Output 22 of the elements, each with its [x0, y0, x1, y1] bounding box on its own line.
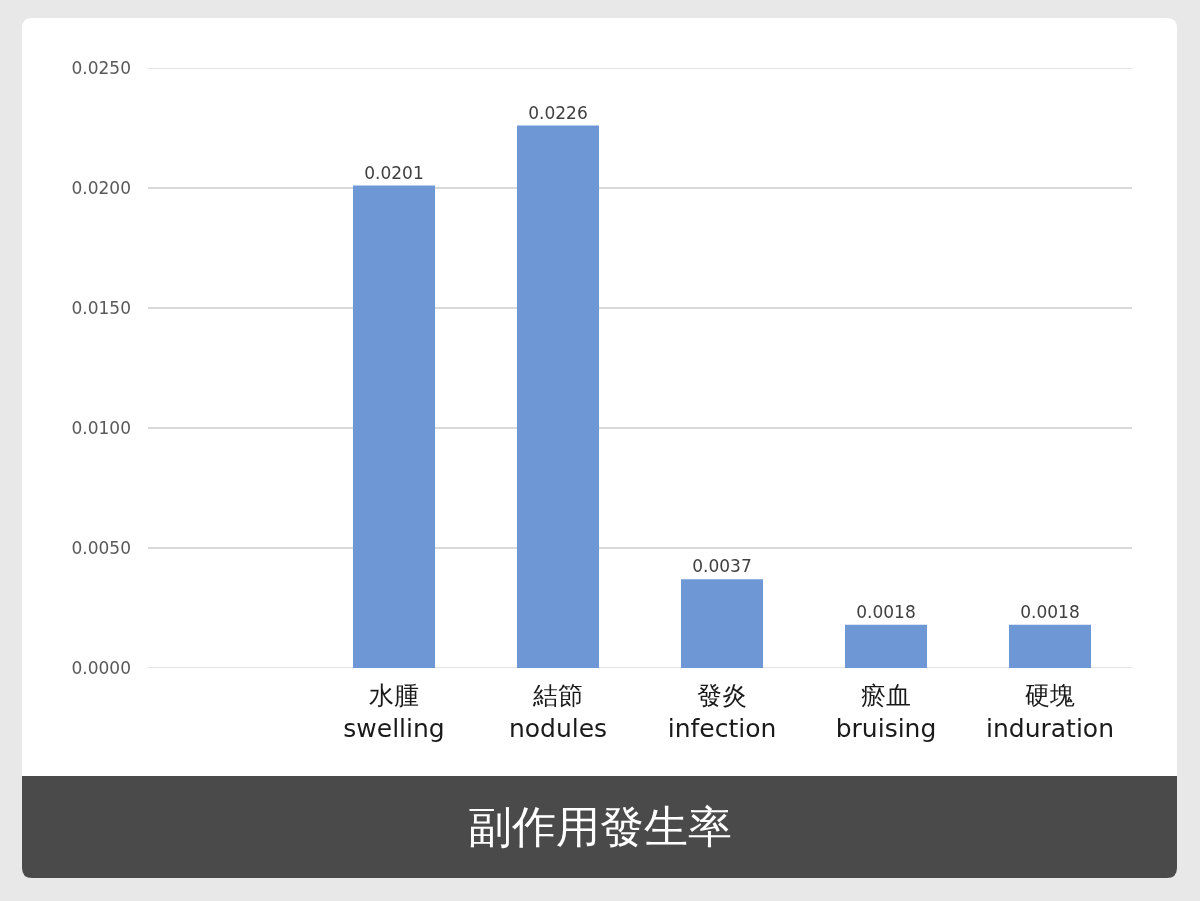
- y-tick-label: 0.0000: [71, 657, 131, 678]
- y-tick-label: 0.0200: [71, 177, 131, 198]
- y-tick-label: 0.0050: [71, 537, 131, 558]
- bar: [845, 624, 927, 668]
- x-tick-label: 水腫 swelling: [343, 681, 445, 743]
- text: 副作用發生率: [468, 801, 732, 853]
- data-label: 0.0037: [692, 556, 752, 577]
- x-tick-label: 結節 nodules: [508, 681, 608, 743]
- x-tick-label: 發炎 infection: [667, 681, 777, 743]
- x-tick-label: 硬塊 induration: [986, 681, 1114, 743]
- y-tick-label: 0.0150: [71, 297, 131, 318]
- data-label: 0.0226: [528, 102, 588, 123]
- data-label: 0.0201: [364, 162, 424, 183]
- x-tick-label: 瘀血 bruising: [835, 681, 937, 743]
- y-tick-label: 0.0100: [71, 417, 131, 438]
- bar: [353, 185, 435, 668]
- bar: [1009, 624, 1091, 668]
- data-label: 0.0018: [856, 601, 916, 622]
- data-label: 0.0018: [1020, 601, 1080, 622]
- bar: [681, 579, 763, 668]
- bar: [517, 125, 599, 668]
- y-tick-label: 0.0250: [71, 57, 131, 78]
